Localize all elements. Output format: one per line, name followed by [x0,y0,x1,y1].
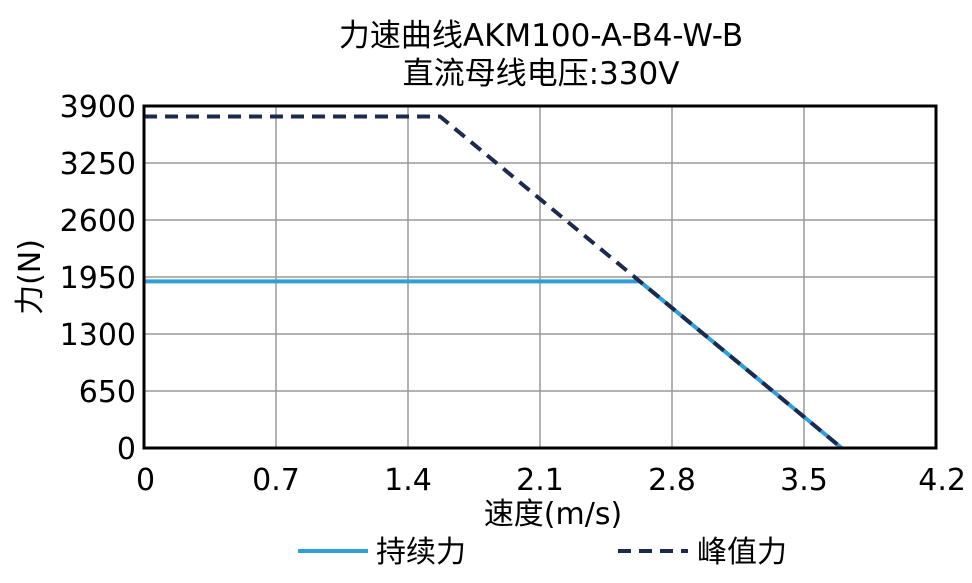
legend-label-1: 持续力 [376,535,466,570]
x-tick-label: 1.4 [384,463,432,498]
series-line-2 [144,114,843,450]
y-axis-label: 力(N) [13,239,48,315]
x-tick-label: 0.7 [252,463,300,498]
chart-subtitle: 直流母线电压:330V [403,56,680,92]
grid-lines [144,106,936,448]
x-tick-label: 2.1 [516,463,564,498]
legend-label-2: 峰值力 [697,535,787,570]
legend: 持续力 峰值力 [298,535,787,570]
y-tick-label: 650 [79,375,136,410]
y-tick-label: 3900 [60,90,136,125]
plot-frame [142,104,938,450]
chart-title: 力速曲线AKM100-A-B4-W-B [339,18,743,54]
x-tick-label: 2.8 [648,463,696,498]
x-tick-label: 4.2 [918,463,966,498]
x-tick-label: 0 [136,463,155,498]
x-tick-labels: 0 0.7 1.4 2.1 2.8 3.5 4.2 [136,463,966,498]
series-line-1 [144,279,843,450]
data-series [144,114,843,450]
y-tick-labels: 0 650 1300 1950 2600 3250 3900 [60,90,136,467]
x-axis-label: 速度(m/s) [484,497,622,532]
y-tick-label: 2600 [60,204,136,239]
x-tick-label: 3.5 [780,463,828,498]
y-tick-label: 0 [117,432,136,467]
y-tick-label: 1950 [60,261,136,296]
y-tick-label: 1300 [60,318,136,353]
y-tick-label: 3250 [60,147,136,182]
